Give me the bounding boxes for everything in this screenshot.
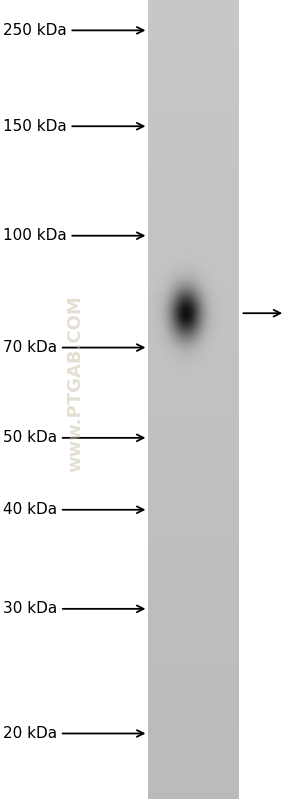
Text: 100 kDa: 100 kDa xyxy=(3,229,143,243)
Text: www.PTGAB.COM: www.PTGAB.COM xyxy=(66,295,84,472)
Text: 20 kDa: 20 kDa xyxy=(3,726,143,741)
Text: 50 kDa: 50 kDa xyxy=(3,431,143,445)
Text: 40 kDa: 40 kDa xyxy=(3,503,143,517)
Text: 30 kDa: 30 kDa xyxy=(3,602,143,616)
Text: 150 kDa: 150 kDa xyxy=(3,119,143,133)
Text: 70 kDa: 70 kDa xyxy=(3,340,143,355)
Text: 250 kDa: 250 kDa xyxy=(3,23,143,38)
